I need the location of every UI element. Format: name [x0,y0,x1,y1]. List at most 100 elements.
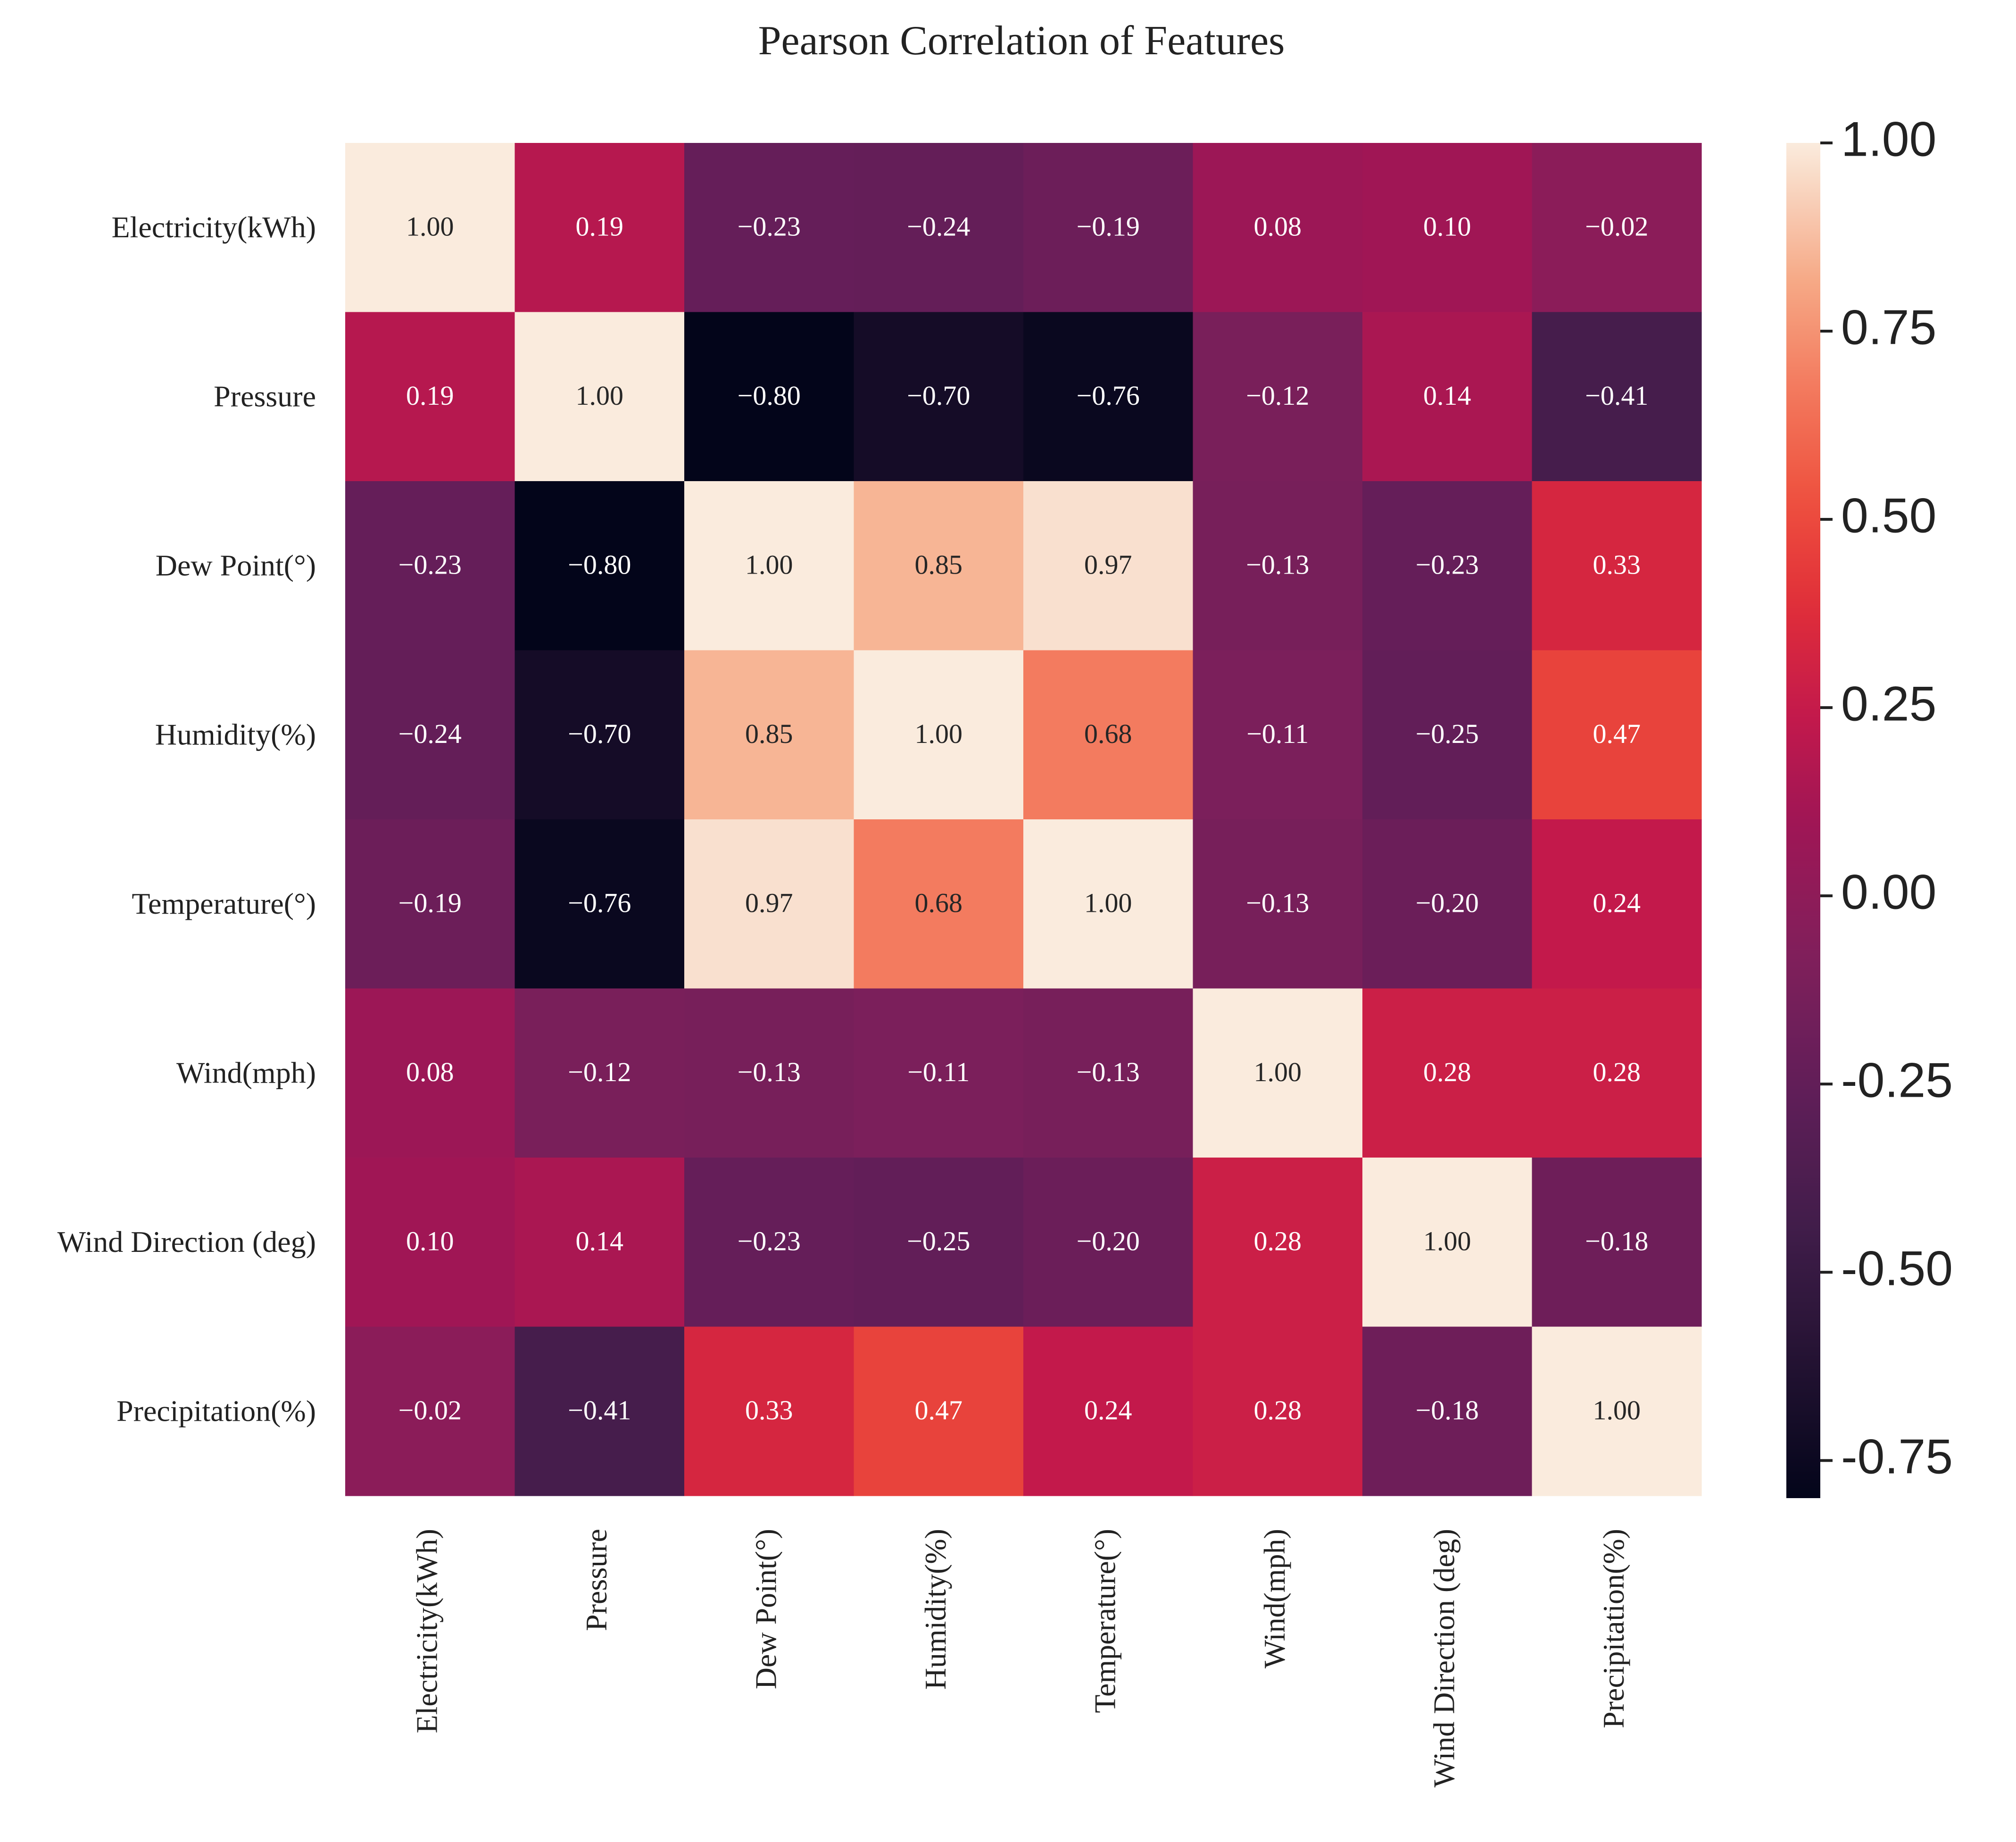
heatmap-cell [1023,988,1194,1158]
heatmap-cell [1193,819,1363,989]
heatmap-cell [514,312,685,482]
heatmap-cell [1362,1158,1533,1327]
cell-value-label: 0.97 [1084,550,1132,580]
cell-value-label: 0.33 [1593,550,1641,580]
heatmap-cell-labels: 1.00 0.19 −0.23 −0.24 −0.19 0.08 0.10 −0.02 0.19… [398,211,1649,1426]
colorbar-gradient [1786,143,1820,1498]
heatmap-cell [1193,1158,1363,1327]
heatmap-cell [1362,481,1533,651]
cell-value-label: 0.33 [745,1395,793,1425]
cell-value-label: 1.00 [1254,1057,1302,1087]
heatmap-cell [345,1158,515,1327]
cell-value-label: −0.13 [1246,550,1309,580]
cell-value-label: −0.25 [1416,718,1479,749]
cell-value-label: −0.23 [398,550,462,580]
x-axis-tick-labels: Electricity(kWh) Pressure Dew Point(°) Humi… [410,1529,1630,1787]
cell-value-label: 0.28 [1254,1226,1302,1257]
heatmap-cell [1532,650,1702,820]
cell-value-label: 0.19 [576,211,624,242]
cell-value-label: 0.08 [406,1057,454,1087]
cell-value-label: −0.76 [1077,380,1140,411]
col-label-wind-mph: Wind(mph) [1258,1529,1291,1668]
cell-value-label: 0.47 [915,1395,963,1425]
heatmap-cell [345,988,515,1158]
row-label-wind-mph: Wind(mph) [176,1056,316,1089]
cell-value-label: 1.00 [915,718,963,749]
cell-value-label: 1.00 [1084,888,1132,918]
heatmap-cell [345,650,515,820]
heatmap-cell [1362,143,1533,313]
heatmap-cell [1193,1326,1363,1496]
cell-value-label: −0.11 [907,1057,970,1087]
heatmap-cell [514,988,685,1158]
colorbar-tick-label: -0.25 [1841,1053,1953,1108]
cell-value-label: 0.68 [1084,718,1132,749]
cell-value-label: −0.24 [907,211,970,242]
heatmap-cell [1023,1326,1194,1496]
heatmap-cell [684,819,855,989]
heatmap-cell [1532,312,1702,482]
cell-value-label: −0.20 [1416,888,1479,918]
heatmap-cell [514,1158,685,1327]
cell-value-label: −0.13 [738,1057,801,1087]
col-label-temperature: Temperature(°) [1088,1529,1121,1713]
col-label-precipitation: Precipitation(%) [1597,1529,1630,1728]
cell-value-label: −0.24 [398,718,462,749]
cell-value-label: −0.70 [907,380,970,411]
cell-value-label: −0.25 [907,1226,970,1257]
y-axis-tick-labels: Electricity(kWh) Pressure Dew Point(°) Humi… [58,210,316,1428]
cell-value-label: 1.00 [745,550,793,580]
cell-value-label: 0.85 [745,718,793,749]
colorbar-tick-label: 0.25 [1841,677,1936,732]
heatmap-cell [854,481,1024,651]
cell-value-label: 0.28 [1423,1057,1471,1087]
cell-value-label: −0.12 [1246,380,1309,411]
colorbar-tick-label: 0.75 [1841,300,1936,355]
colorbar-tick-label: -0.75 [1841,1430,1953,1484]
cell-value-label: 0.14 [576,1226,624,1257]
col-label-dew-point: Dew Point(°) [749,1529,782,1689]
colorbar [1786,143,1820,1498]
colorbar-ticks: 1.00 0.75 0.50 0.25 0.00 -0.25 -0.50 -0.75 [1820,112,1953,1484]
cell-value-label: −0.70 [568,718,631,749]
cell-value-label: 0.10 [406,1226,454,1257]
cell-value-label: 0.24 [1084,1395,1132,1425]
cell-value-label: 1.00 [1593,1395,1641,1425]
row-label-pressure: Pressure [214,379,316,413]
cell-value-label: −0.02 [398,1395,462,1425]
heatmap-cell [1362,988,1533,1158]
heatmap-cell [684,481,855,651]
heatmap-cell [854,819,1024,989]
cell-value-label: −0.23 [738,1226,801,1257]
cell-value-label: 1.00 [406,211,454,242]
cell-value-label: 0.85 [915,550,963,580]
heatmap-cell [1023,143,1194,313]
cell-value-label: 0.19 [406,380,454,411]
cell-value-label: −0.02 [1585,211,1648,242]
heatmap-cell [854,988,1024,1158]
heatmap-cell [1362,819,1533,989]
col-label-wind-direction-deg: Wind Direction (deg) [1427,1529,1460,1787]
heatmap-cell [345,819,515,989]
heatmap-cell [514,1326,685,1496]
heatmap-cell [345,312,515,482]
heatmap-cell [1532,481,1702,651]
heatmap-cell [514,650,685,820]
heatmap-cell [1362,312,1533,482]
cell-value-label: −0.80 [738,380,801,411]
heatmap-cell [1023,1158,1194,1327]
heatmap-cells [345,143,1702,1496]
heatmap-cell [1532,1326,1702,1496]
heatmap-cell [1023,312,1194,482]
cell-value-label: 0.10 [1423,211,1471,242]
cell-value-label: −0.41 [1585,380,1648,411]
row-label-precipitation: Precipitation(%) [116,1394,316,1427]
colorbar-tick-label: 0.50 [1841,489,1936,543]
colorbar-tick-label: -0.50 [1841,1242,1953,1296]
heatmap-cell [345,481,515,651]
cell-value-label: −0.80 [568,550,631,580]
heatmap-cell [1193,481,1363,651]
cell-value-label: −0.13 [1077,1057,1140,1087]
cell-value-label: 0.28 [1254,1395,1302,1425]
